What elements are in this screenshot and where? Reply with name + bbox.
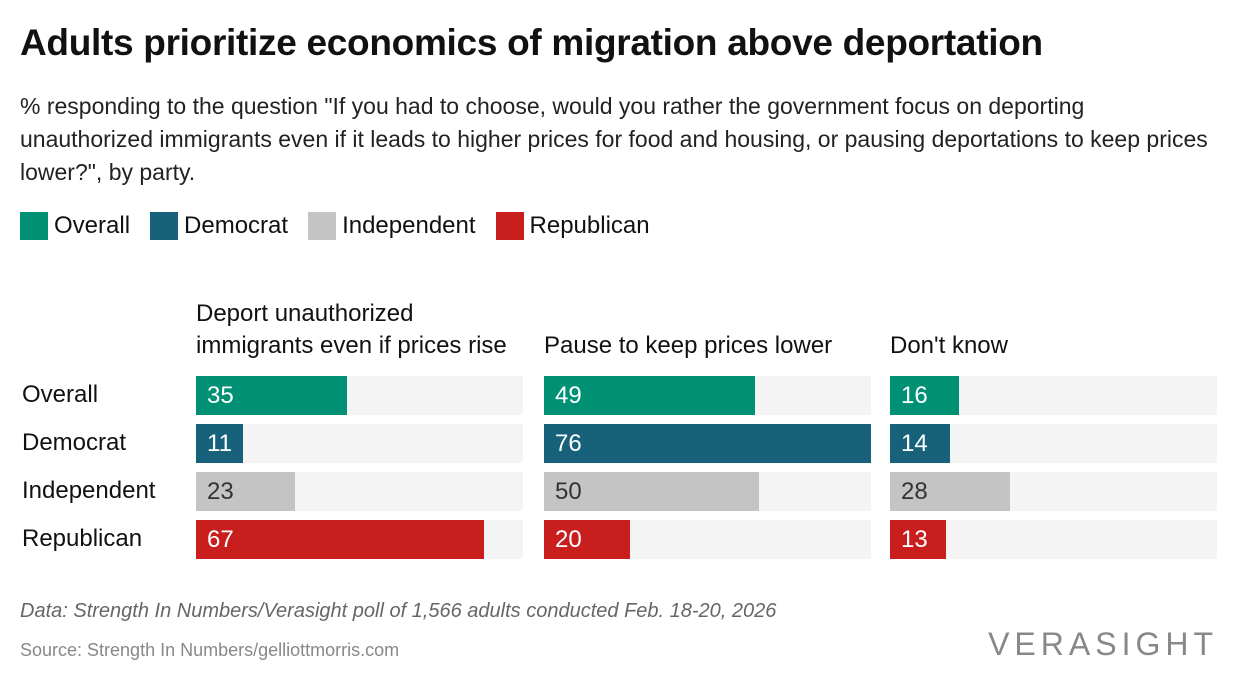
data-label: 50 [555, 478, 582, 505]
bar [544, 520, 631, 559]
bar [890, 472, 1011, 511]
bar-background [196, 424, 523, 463]
chart-subtitle: % responding to the question "If you had… [20, 93, 1208, 185]
data-label: 76 [555, 430, 582, 457]
legend-item: Overall [20, 212, 130, 240]
bar [544, 376, 755, 415]
row-label: Republican [22, 525, 143, 552]
bar [196, 520, 485, 559]
legend-label: Overall [54, 212, 131, 239]
panel-header: Pause to keep prices lower [544, 332, 833, 359]
verasight-logo: VERASIGHT [988, 626, 1218, 662]
data-label: 11 [207, 430, 232, 457]
legend-item: Republican [495, 212, 650, 240]
data-label: 14 [901, 430, 928, 457]
chart-title: Adults prioritize economics of migration… [20, 22, 1043, 63]
legend: Overall Democrat Independent Republican [20, 212, 650, 240]
row-label: Democrat [22, 429, 127, 456]
legend-item: Democrat [150, 212, 288, 240]
bar [196, 472, 295, 511]
legend-label: Democrat [184, 212, 289, 239]
data-label: 49 [555, 382, 582, 409]
data-label: 23 [207, 478, 234, 505]
bar [544, 424, 871, 463]
legend-swatch [495, 212, 524, 240]
data-label: 28 [901, 478, 928, 505]
row-label: Overall [22, 381, 99, 408]
panel-header: Don't know [890, 332, 1008, 359]
legend-swatch [150, 212, 179, 240]
data-label: 13 [901, 526, 928, 553]
bar [890, 520, 946, 559]
bar [890, 424, 951, 463]
legend-label: Independent [342, 212, 476, 239]
row-label: Independent [22, 477, 156, 504]
data-note: Data: Strength In Numbers/Verasight poll… [20, 600, 777, 622]
data-label: 67 [207, 526, 234, 553]
panel-header: Deport unauthorized immigrants even if p… [196, 300, 507, 359]
source-note: Source: Strength In Numbers/gelliottmorr… [20, 640, 400, 660]
bar [544, 472, 760, 511]
legend-label: Republican [529, 212, 650, 239]
legend-item: Independent [308, 212, 476, 240]
data-label: 20 [555, 526, 582, 553]
bar [890, 376, 959, 415]
bar [196, 376, 347, 415]
data-label: 35 [207, 382, 234, 409]
legend-swatch [20, 212, 48, 240]
legend-swatch [308, 212, 337, 240]
data-label: 16 [901, 382, 928, 409]
bar [196, 424, 244, 463]
